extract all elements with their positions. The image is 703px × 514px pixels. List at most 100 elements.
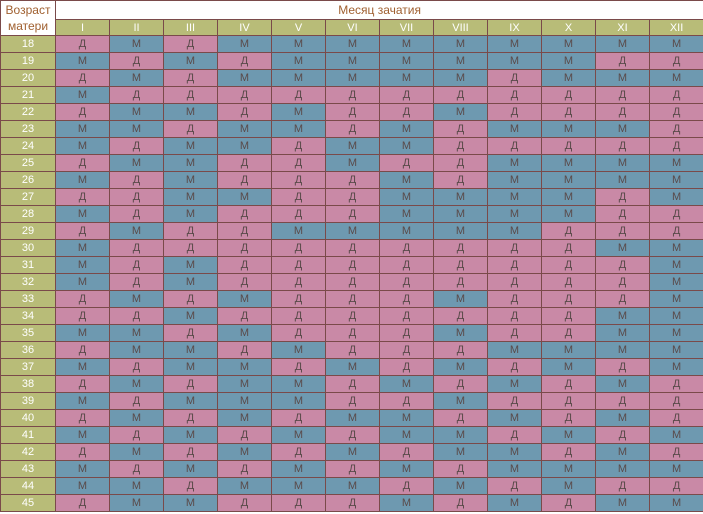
girl-cell: Д xyxy=(433,120,488,138)
boy-cell: М xyxy=(55,392,110,410)
girl-cell: Д xyxy=(325,324,380,342)
girl-cell: Д xyxy=(648,443,703,461)
girl-cell: Д xyxy=(433,460,488,478)
boy-cell: М xyxy=(433,52,488,70)
boy-cell: М xyxy=(379,137,434,155)
table-row: 23 М М Д М М Д М Д М М М Д xyxy=(0,120,703,138)
girl-cell: Д xyxy=(648,205,703,223)
boy-cell: М xyxy=(325,443,380,461)
mother-age-cell: 26 xyxy=(0,171,56,189)
boy-cell: М xyxy=(648,426,703,444)
girl-cell: Д xyxy=(595,86,650,104)
mother-age-cell: 43 xyxy=(0,460,56,478)
girl-cell: Д xyxy=(217,426,272,444)
girl-cell: Д xyxy=(271,205,326,223)
girl-cell: Д xyxy=(163,239,218,257)
boy-cell: М xyxy=(487,120,542,138)
girl-cell: Д xyxy=(487,426,542,444)
girl-cell: Д xyxy=(271,239,326,257)
girl-cell: Д xyxy=(109,426,164,444)
mother-age-cell: 21 xyxy=(0,86,56,104)
boy-cell: М xyxy=(109,375,164,393)
girl-cell: Д xyxy=(163,120,218,138)
boy-cell: М xyxy=(379,188,434,206)
table-row: 22 Д М М Д М Д Д М Д Д Д Д xyxy=(0,103,703,121)
boy-cell: М xyxy=(163,137,218,155)
boy-cell: М xyxy=(487,205,542,223)
girl-cell: Д xyxy=(487,256,542,274)
girl-cell: Д xyxy=(541,103,596,121)
boy-cell: М xyxy=(541,205,596,223)
girl-cell: Д xyxy=(379,273,434,291)
boy-cell: М xyxy=(541,171,596,189)
girl-cell: Д xyxy=(379,86,434,104)
girl-cell: Д xyxy=(648,86,703,104)
boy-cell: М xyxy=(648,239,703,257)
table-row: 28 М Д М Д Д Д М М М М Д Д xyxy=(0,205,703,223)
boy-cell: М xyxy=(648,256,703,274)
girl-cell: Д xyxy=(379,341,434,359)
boy-cell: М xyxy=(648,358,703,376)
girl-cell: Д xyxy=(55,494,110,512)
girl-cell: Д xyxy=(541,137,596,155)
girl-cell: Д xyxy=(433,307,488,325)
boy-cell: М xyxy=(379,69,434,87)
table-row: 37 М Д М М Д М Д М Д М Д М xyxy=(0,358,703,376)
girl-cell: Д xyxy=(109,171,164,189)
boy-cell: М xyxy=(595,409,650,427)
table-row: 21 М Д Д Д Д Д Д Д Д Д Д Д xyxy=(0,86,703,104)
girl-cell: Д xyxy=(271,307,326,325)
boy-cell: М xyxy=(163,494,218,512)
girl-cell: Д xyxy=(55,341,110,359)
boy-cell: М xyxy=(595,307,650,325)
girl-cell: Д xyxy=(487,69,542,87)
boy-cell: М xyxy=(271,69,326,87)
boy-cell: М xyxy=(163,341,218,359)
mother-age-cell: 38 xyxy=(0,375,56,393)
boy-cell: М xyxy=(433,477,488,495)
boy-cell: М xyxy=(433,324,488,342)
boy-cell: М xyxy=(648,273,703,291)
girl-cell: Д xyxy=(595,137,650,155)
boy-cell: М xyxy=(595,154,650,172)
boy-cell: М xyxy=(217,120,272,138)
boy-cell: М xyxy=(271,426,326,444)
table-row: 39 М Д М М М Д Д М Д Д Д Д xyxy=(0,392,703,410)
girl-cell: Д xyxy=(541,273,596,291)
mother-age-cell: 41 xyxy=(0,426,56,444)
boy-cell: М xyxy=(217,443,272,461)
girl-cell: Д xyxy=(325,103,380,121)
girl-cell: Д xyxy=(55,154,110,172)
boy-cell: М xyxy=(595,375,650,393)
month-header-cell: X xyxy=(541,19,596,36)
girl-cell: Д xyxy=(109,460,164,478)
girl-cell: Д xyxy=(648,409,703,427)
girl-cell: Д xyxy=(271,358,326,376)
boy-cell: М xyxy=(595,35,650,53)
boy-cell: М xyxy=(541,120,596,138)
table-row: 44 М М Д М М М Д М Д М Д Д xyxy=(0,477,703,495)
girl-cell: Д xyxy=(325,205,380,223)
table-row: 42 Д М Д М Д М Д М М Д М Д xyxy=(0,443,703,461)
girl-cell: Д xyxy=(541,86,596,104)
boy-cell: М xyxy=(541,358,596,376)
boy-cell: М xyxy=(433,392,488,410)
table-row: 32 М Д М Д Д Д Д Д Д Д Д М xyxy=(0,273,703,291)
girl-cell: Д xyxy=(55,409,110,427)
girl-cell: Д xyxy=(55,222,110,240)
girl-cell: Д xyxy=(217,222,272,240)
mother-age-cell: 35 xyxy=(0,324,56,342)
girl-cell: Д xyxy=(271,273,326,291)
month-header-cell: III xyxy=(163,19,218,36)
boy-cell: М xyxy=(325,154,380,172)
boy-cell: М xyxy=(271,52,326,70)
boy-cell: М xyxy=(433,69,488,87)
table-row: 29 Д М Д Д М М М М М Д Д Д xyxy=(0,222,703,240)
girl-cell: Д xyxy=(271,188,326,206)
mother-age-header-line2: матери xyxy=(7,19,49,33)
boy-cell: М xyxy=(325,409,380,427)
boy-cell: М xyxy=(55,273,110,291)
girl-cell: Д xyxy=(487,358,542,376)
girl-cell: Д xyxy=(325,426,380,444)
